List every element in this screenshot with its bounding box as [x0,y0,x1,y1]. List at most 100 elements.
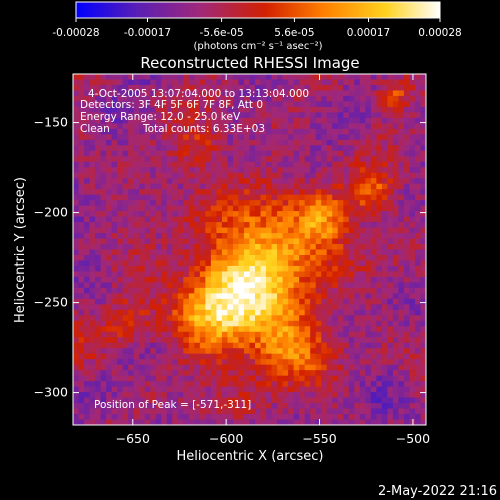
heatmap-cell [106,112,113,119]
heatmap-cell [299,403,306,409]
heatmap-cell [348,117,355,124]
heatmap-cell [150,123,157,130]
heatmap-cell [122,156,129,163]
heatmap-cell [359,370,366,377]
heatmap-cell [249,244,256,250]
heatmap-cell [155,156,162,163]
heatmap-cell [398,216,405,223]
heatmap-cell [321,161,328,168]
heatmap-cell [139,90,146,97]
heatmap-cell [117,194,124,201]
heatmap-cell [420,90,426,97]
heatmap-cell [199,200,206,207]
heatmap-cell [310,244,317,250]
heatmap-cell [420,172,426,179]
heatmap-cell [332,90,339,97]
heatmap-cell [365,161,372,168]
heatmap-cell [288,172,295,179]
heatmap-cell [277,161,283,168]
heatmap-cell [95,348,101,355]
heatmap-cell [381,200,388,207]
heatmap-cell [392,375,399,382]
heatmap-cell [210,331,217,338]
heatmap-cell [89,348,96,355]
heatmap-cell [139,101,146,108]
heatmap-cell [332,271,339,278]
heatmap-cell [354,309,361,316]
heatmap-cell [221,364,228,371]
heatmap-cell [293,364,300,371]
heatmap-cell [310,167,317,174]
heatmap-cell [260,74,267,80]
heatmap-cell [144,254,151,261]
heatmap-cell [326,298,333,305]
heatmap-cell [84,74,90,80]
heatmap-cell [403,315,410,322]
heatmap-cell [299,375,306,382]
heatmap-cell [84,298,90,305]
heatmap-cell [106,106,113,113]
heatmap-cell [166,414,173,420]
heatmap-cell [155,408,162,415]
heatmap-cell [128,167,135,174]
heatmap-cell [177,79,184,86]
heatmap-cell [111,249,118,256]
heatmap-cell [321,74,328,80]
heatmap-cell [354,348,361,355]
heatmap-cell [266,167,272,174]
heatmap-cell [255,249,261,256]
heatmap-cell [332,134,339,141]
heatmap-cell [177,348,184,355]
heatmap-cell [343,337,350,344]
heatmap-cell [392,172,399,179]
heatmap-cell [238,128,245,135]
heatmap-cell [370,238,377,245]
heatmap-cell [216,315,223,322]
heatmap-cell [221,194,228,201]
heatmap-cell [100,194,107,201]
heatmap-cell [359,222,366,228]
heatmap-cell [73,156,79,163]
heatmap-cell [337,337,344,344]
heatmap-cell [144,178,151,185]
heatmap-cell [387,139,394,146]
heatmap-cell [255,348,261,355]
heatmap-cell [95,287,101,294]
heatmap-cell [100,222,107,228]
heatmap-cell [78,353,85,360]
heatmap-cell [376,84,383,91]
heatmap-cell [398,260,405,267]
heatmap-cell [243,106,250,113]
heatmap-cell [216,216,223,223]
heatmap-cell [166,244,173,250]
heatmap-cell [359,156,366,163]
heatmap-cell [359,161,366,168]
heatmap-cell [128,271,135,278]
heatmap-cell [271,364,278,371]
heatmap-cell [420,414,426,420]
heatmap-cell [172,408,179,415]
heatmap-cell [183,353,190,360]
heatmap-cell [387,298,394,305]
heatmap-cell [139,233,146,239]
heatmap-cell [321,276,328,283]
heatmap-cell [161,370,168,377]
heatmap-cell [84,386,90,393]
heatmap-cell [359,238,366,245]
heatmap-cell [255,337,261,344]
heatmap-cell [343,172,350,179]
heatmap-cell [150,211,157,217]
heatmap-cell [381,337,388,344]
heatmap-cell [409,293,416,300]
heatmap-cell [128,282,135,289]
heatmap-cell [288,238,295,245]
heatmap-cell [321,408,328,415]
heatmap-cell [139,353,146,360]
heatmap-cell [117,276,124,283]
heatmap-cell [111,101,118,108]
heatmap-cell [310,276,317,283]
heatmap-cell [177,276,184,283]
heatmap-cell [177,359,184,366]
heatmap-cell [243,386,250,393]
heatmap-cell [172,106,179,113]
